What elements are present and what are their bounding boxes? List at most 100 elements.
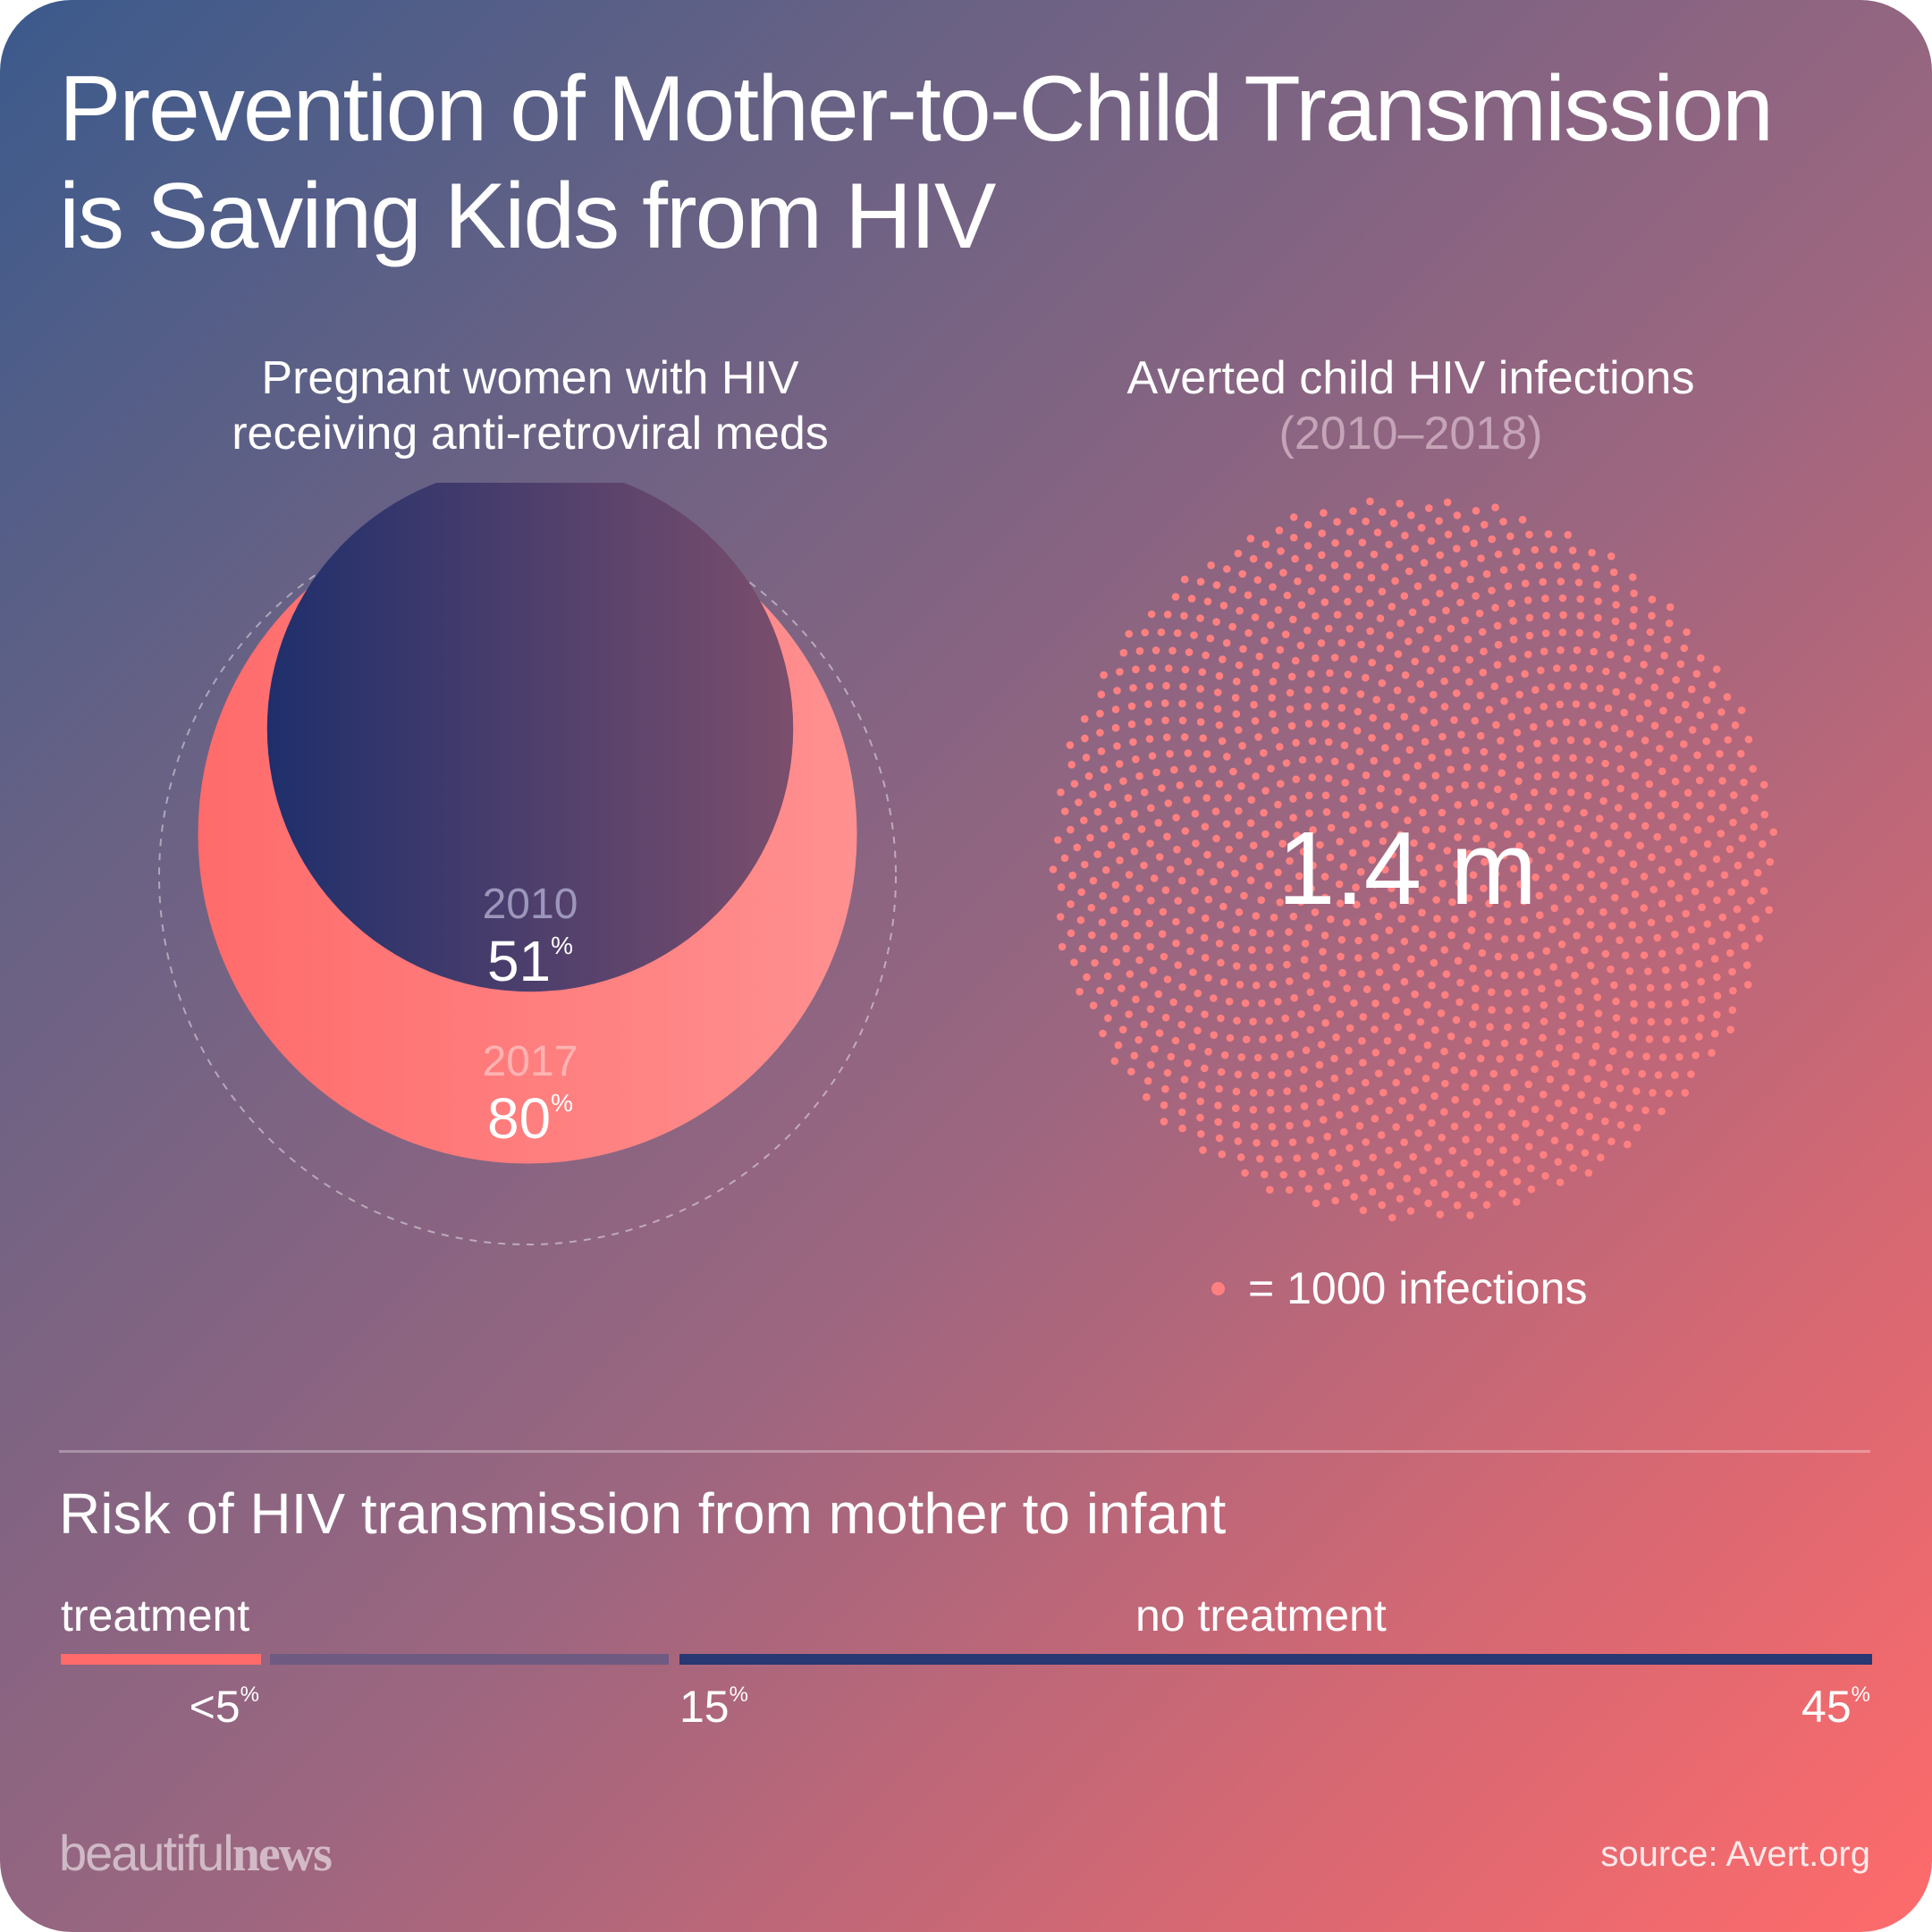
- infection-dot: [1664, 983, 1672, 991]
- infection-dot: [1599, 740, 1607, 748]
- infection-dot: [1648, 612, 1656, 620]
- infection-dot: [1378, 587, 1387, 595]
- infection-dot: [1612, 601, 1620, 609]
- infection-dot: [1454, 957, 1463, 965]
- infection-dot: [1623, 654, 1632, 663]
- infection-dot: [1398, 1046, 1406, 1055]
- infection-dot: [1081, 734, 1089, 743]
- infection-dot: [1731, 721, 1740, 730]
- infection-dot: [1286, 705, 1295, 713]
- infection-dot: [1485, 705, 1494, 714]
- infection-dot: [1706, 880, 1715, 888]
- infection-dot: [1595, 935, 1603, 943]
- infection-dot: [1161, 1084, 1169, 1093]
- infection-dot: [1299, 1084, 1308, 1093]
- infection-dot: [1515, 842, 1523, 850]
- infection-dot: [1596, 684, 1604, 693]
- infection-dot: [1195, 701, 1204, 710]
- infection-dot: [1082, 754, 1091, 762]
- infection-dot: [1472, 984, 1480, 992]
- infection-dot: [1354, 954, 1363, 962]
- infection-dot: [1372, 696, 1380, 704]
- infection-dot: [1707, 814, 1715, 823]
- infection-dot: [1378, 508, 1387, 516]
- infection-dot: [1708, 789, 1716, 797]
- infection-dot: [1099, 1029, 1107, 1038]
- infection-dot: [1628, 921, 1637, 929]
- infection-dot: [1314, 755, 1323, 764]
- infection-dot: [1215, 1084, 1223, 1093]
- infection-dot: [1258, 999, 1266, 1008]
- infection-dot: [1433, 915, 1441, 923]
- infection-dot: [1557, 645, 1565, 654]
- infection-dot: [1441, 991, 1449, 1000]
- infection-dot: [1469, 1020, 1477, 1029]
- infection-dot: [1359, 1013, 1368, 1021]
- infection-dot: [1200, 933, 1209, 942]
- infection-dot: [1376, 645, 1385, 653]
- infection-dot: [1201, 953, 1210, 962]
- infection-dot: [1080, 860, 1089, 869]
- infection-dot: [1223, 753, 1231, 761]
- infection-dot: [1304, 720, 1313, 728]
- infection-dot: [1728, 967, 1736, 976]
- infection-dot: [1224, 794, 1232, 802]
- legend-dot-icon: [1211, 1281, 1225, 1295]
- infection-dot: [1276, 743, 1284, 751]
- infection-dot: [1542, 947, 1551, 955]
- infection-dot: [1385, 663, 1394, 672]
- infection-dot: [1184, 1059, 1192, 1067]
- infection-dot: [1469, 871, 1478, 879]
- infection-dot: [1147, 804, 1155, 812]
- left-subtitle-line-1: Pregnant women with HIV: [261, 352, 799, 404]
- infection-dot: [1400, 937, 1409, 946]
- infection-dot: [1509, 792, 1518, 801]
- infection-dot: [1217, 958, 1225, 967]
- infection-dot: [1393, 686, 1402, 695]
- infection-dot: [1404, 816, 1412, 824]
- infection-dot: [1148, 664, 1156, 672]
- infection-dot: [1234, 1137, 1243, 1145]
- infection-dot: [1207, 561, 1215, 569]
- infection-dot: [1135, 646, 1144, 655]
- infection-dot: [1218, 1150, 1227, 1159]
- infection-dot: [1430, 1092, 1438, 1101]
- infection-dot: [1103, 972, 1112, 981]
- infection-dot: [1371, 1000, 1379, 1008]
- infection-dot: [1316, 840, 1324, 849]
- infection-dot: [1506, 675, 1514, 684]
- infection-dot: [1460, 1159, 1468, 1168]
- infection-dot: [1285, 928, 1293, 936]
- infection-dot: [1438, 824, 1447, 833]
- infection-dot: [1130, 1051, 1139, 1060]
- infection-dot: [1318, 551, 1326, 560]
- infection-dot: [1419, 1103, 1427, 1111]
- infection-dot: [1166, 749, 1174, 758]
- infection-dot: [1695, 1033, 1703, 1041]
- infection-dot: [1233, 1017, 1241, 1025]
- infection-dot: [1654, 1071, 1663, 1079]
- infection-dot: [1413, 582, 1422, 590]
- infection-dot: [1234, 1070, 1243, 1079]
- infection-dot: [1690, 849, 1698, 858]
- infection-dot: [1360, 1174, 1368, 1182]
- infection-dot: [1558, 594, 1567, 603]
- infection-dot: [1269, 980, 1277, 989]
- infection-dot: [1219, 978, 1228, 986]
- infection-dot: [1109, 906, 1118, 915]
- infection-dot: [1167, 1052, 1176, 1061]
- infection-dot: [1462, 1110, 1471, 1118]
- infection-dot: [1680, 740, 1688, 748]
- infection-dot: [1222, 638, 1231, 647]
- infection-dot: [1214, 1101, 1222, 1109]
- infection-dot: [1653, 933, 1662, 942]
- infection-dot: [1555, 1043, 1564, 1052]
- infection-dot: [1271, 662, 1280, 670]
- infection-dot: [1671, 930, 1679, 939]
- infection-dot: [1146, 942, 1154, 951]
- infection-dot: [1324, 624, 1333, 633]
- infection-dot: [1410, 839, 1418, 848]
- infection-dot: [1303, 520, 1312, 529]
- infection-dot: [1293, 831, 1301, 839]
- infection-dot: [1304, 791, 1313, 800]
